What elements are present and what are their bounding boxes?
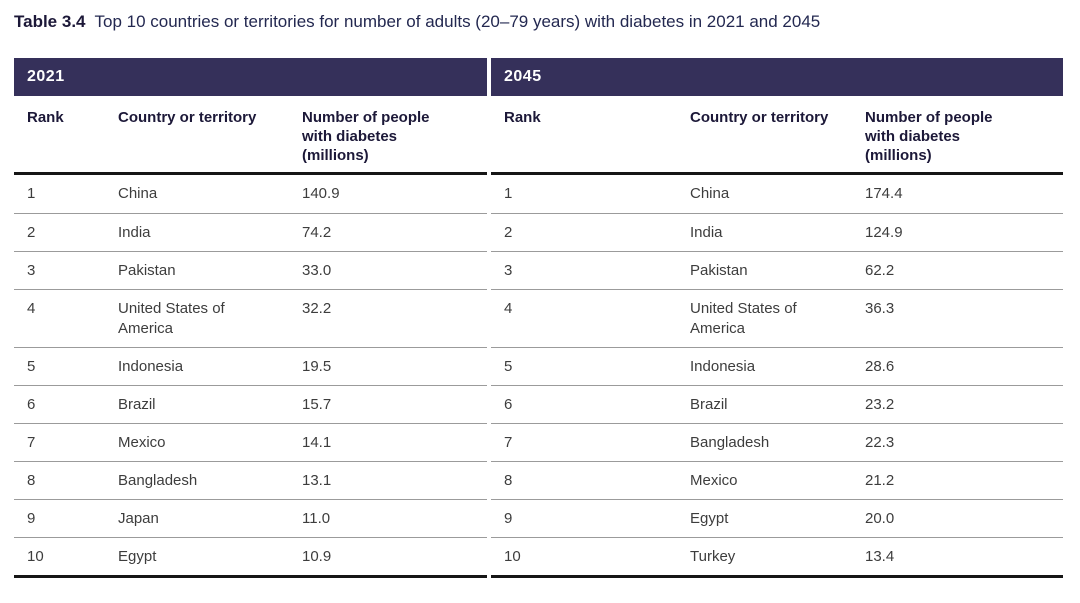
- country-cell: Egypt: [118, 548, 157, 565]
- value-cell: 22.3: [865, 434, 895, 451]
- year-header-2021: 2021: [14, 58, 487, 96]
- country-cell: Pakistan: [118, 262, 176, 279]
- value-cell: 74.2: [302, 224, 332, 241]
- table-body-2021: 1 China 140.9 2 India 74.2 3 Pakistan 33…: [14, 172, 487, 578]
- country-cell: Bangladesh: [118, 472, 198, 489]
- value-cell: 15.7: [302, 396, 332, 413]
- rank-cell: 7: [27, 434, 36, 451]
- column-header-number: Number of people with diabetes (millions…: [302, 109, 430, 164]
- country-cell: Indonesia: [118, 358, 184, 375]
- country-cell: Turkey: [690, 548, 736, 565]
- value-cell: 23.2: [865, 396, 895, 413]
- table-caption-text: Top 10 countries or territories for numb…: [94, 12, 821, 31]
- table-2045: 2045 Rank Country or territory Number of…: [491, 58, 1063, 578]
- table-row: 4 United States of America 32.2: [14, 289, 487, 347]
- value-cell: 14.1: [302, 434, 332, 451]
- country-cell: Bangladesh: [690, 434, 770, 451]
- value-cell: 62.2: [865, 262, 895, 279]
- column-header-row: Rank Country or territory Number of peop…: [491, 96, 1063, 172]
- table-caption: Table 3.4 Top 10 countries or territories…: [14, 12, 1063, 32]
- country-cell: Mexico: [118, 434, 166, 451]
- table-row: 2 India 124.9: [491, 213, 1063, 251]
- value-cell: 20.0: [865, 510, 895, 527]
- country-cell: Brazil: [118, 396, 156, 413]
- rank-cell: 5: [504, 358, 513, 375]
- page: Table 3.4 Top 10 countries or territories…: [14, 12, 1063, 578]
- column-header-rank: Rank: [504, 109, 541, 126]
- rank-cell: 8: [504, 472, 513, 489]
- table-row: 3 Pakistan 62.2: [491, 251, 1063, 289]
- table-row: 8 Bangladesh 13.1: [14, 461, 487, 499]
- rank-cell: 3: [27, 262, 36, 279]
- table-row: 1 China 140.9: [14, 175, 487, 213]
- country-cell: United States of America: [690, 300, 797, 337]
- rank-cell: 4: [504, 300, 513, 317]
- table-row: 3 Pakistan 33.0: [14, 251, 487, 289]
- value-cell: 33.0: [302, 262, 332, 279]
- rank-cell: 2: [504, 224, 513, 241]
- rank-cell: 1: [27, 185, 36, 202]
- year-header-2045: 2045: [491, 58, 1063, 96]
- value-cell: 13.1: [302, 472, 332, 489]
- value-cell: 36.3: [865, 300, 895, 317]
- value-cell: 32.2: [302, 300, 332, 317]
- country-cell: India: [690, 224, 723, 241]
- country-cell: Japan: [118, 510, 159, 527]
- rank-cell: 2: [27, 224, 36, 241]
- rank-cell: 8: [27, 472, 36, 489]
- table-row: 1 China 174.4: [491, 175, 1063, 213]
- rank-cell: 10: [504, 548, 521, 565]
- value-cell: 13.4: [865, 548, 895, 565]
- country-cell: China: [118, 185, 158, 202]
- rank-cell: 7: [504, 434, 513, 451]
- table-row: 10 Egypt 10.9: [14, 537, 487, 575]
- country-cell: China: [690, 185, 730, 202]
- table-row: 9 Japan 11.0: [14, 499, 487, 537]
- value-cell: 174.4: [865, 185, 903, 202]
- value-cell: 11.0: [302, 510, 331, 527]
- rank-cell: 9: [27, 510, 36, 527]
- value-cell: 28.6: [865, 358, 895, 375]
- column-header-number: Number of people with diabetes (millions…: [865, 109, 993, 164]
- tables-container: 2021 Rank Country or territory Number of…: [14, 58, 1063, 578]
- country-cell: Brazil: [690, 396, 728, 413]
- column-header-rank: Rank: [27, 109, 64, 126]
- rank-cell: 5: [27, 358, 36, 375]
- table-row: 6 Brazil 15.7: [14, 385, 487, 423]
- rank-cell: 3: [504, 262, 513, 279]
- table-caption-label: Table 3.4: [14, 12, 86, 31]
- rank-cell: 4: [27, 300, 36, 317]
- table-row: 5 Indonesia 28.6: [491, 347, 1063, 385]
- country-cell: United States of America: [118, 300, 225, 337]
- column-header-row: Rank Country or territory Number of peop…: [14, 96, 487, 172]
- table-row: 5 Indonesia 19.5: [14, 347, 487, 385]
- country-cell: Pakistan: [690, 262, 748, 279]
- table-row: 2 India 74.2: [14, 213, 487, 251]
- country-cell: Egypt: [690, 510, 729, 527]
- table-row: 8 Mexico 21.2: [491, 461, 1063, 499]
- country-cell: Mexico: [690, 472, 738, 489]
- table-row: 9 Egypt 20.0: [491, 499, 1063, 537]
- rank-cell: 1: [504, 185, 513, 202]
- value-cell: 140.9: [302, 185, 340, 202]
- table-row: 4 United States of America 36.3: [491, 289, 1063, 347]
- table-row: 7 Mexico 14.1: [14, 423, 487, 461]
- value-cell: 124.9: [865, 224, 903, 241]
- table-body-2045: 1 China 174.4 2 India 124.9 3 Pakistan 6…: [491, 172, 1063, 578]
- table-row: 7 Bangladesh 22.3: [491, 423, 1063, 461]
- country-cell: India: [118, 224, 151, 241]
- table-row: 10 Turkey 13.4: [491, 537, 1063, 575]
- column-header-country: Country or territory: [690, 109, 829, 126]
- value-cell: 21.2: [865, 472, 895, 489]
- column-header-country: Country or territory: [118, 109, 257, 126]
- rank-cell: 9: [504, 510, 513, 527]
- rank-cell: 6: [27, 396, 36, 413]
- table-2021: 2021 Rank Country or territory Number of…: [14, 58, 487, 578]
- value-cell: 10.9: [302, 548, 332, 565]
- value-cell: 19.5: [302, 358, 332, 375]
- country-cell: Indonesia: [690, 358, 756, 375]
- rank-cell: 10: [27, 548, 44, 565]
- table-row: 6 Brazil 23.2: [491, 385, 1063, 423]
- rank-cell: 6: [504, 396, 513, 413]
